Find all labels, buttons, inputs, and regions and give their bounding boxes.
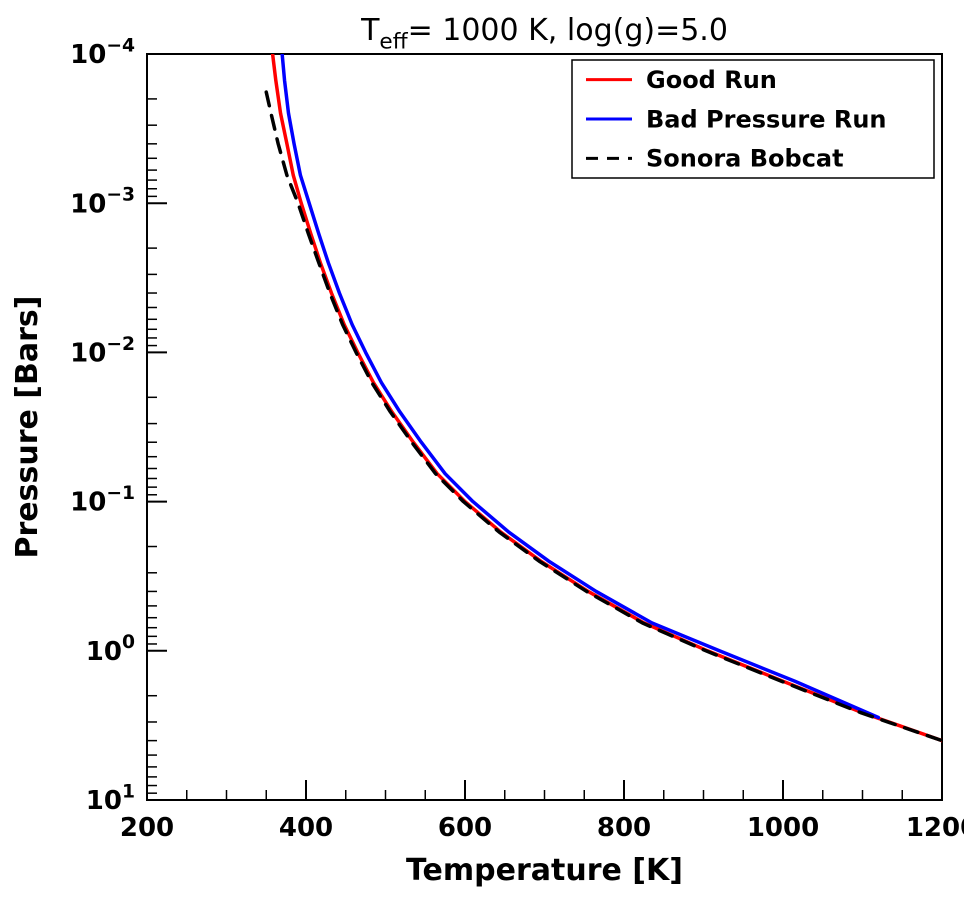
x-tick-label: 200	[120, 813, 174, 843]
pt-profile-chart: 2004006008001000120010−410−310−210−11001…	[0, 0, 964, 903]
y-axis-label: Pressure [Bars]	[10, 296, 45, 559]
legend-label: Sonora Bobcat	[646, 145, 844, 173]
x-axis-label: Temperature [K]	[406, 853, 683, 888]
legend-label: Bad Pressure Run	[646, 105, 887, 133]
x-tick-label: 400	[279, 813, 333, 843]
x-tick-label: 1000	[747, 813, 819, 843]
legend: Good Run Bad Pressure Run Sonora Bobcat	[572, 60, 934, 178]
x-tick-label: 600	[438, 813, 492, 843]
legend-label: Good Run	[646, 66, 777, 94]
x-tick-label: 800	[597, 813, 651, 843]
x-tick-label: 1200	[906, 813, 964, 843]
